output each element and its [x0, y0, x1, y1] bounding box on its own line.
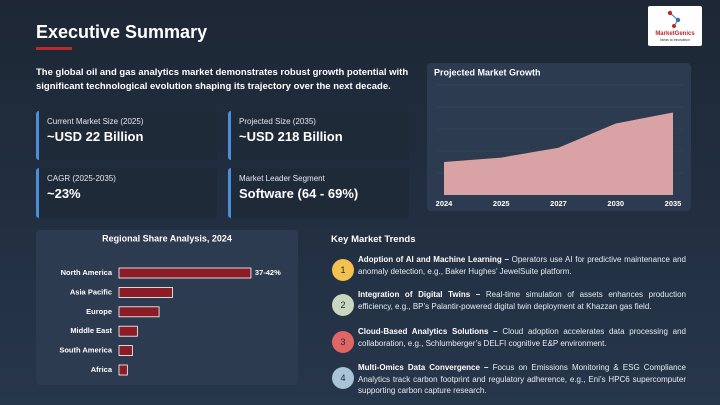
bar — [118, 267, 252, 279]
trend-body: Focus on Emissions Monitoring & ESG Comp… — [358, 363, 687, 395]
x-tick-label: 2025 — [493, 199, 510, 208]
logo-name: MarketGenics — [655, 31, 695, 37]
trend-number: 4 — [332, 367, 354, 389]
bar — [118, 345, 133, 356]
stat-card: CAGR (2025-2035) ~23% — [36, 168, 217, 218]
y-tick-label: Europe — [86, 307, 112, 316]
y-tick-label: Asia Pacific — [70, 287, 112, 296]
trend-title: Multi-Omics Data Convergence – — [358, 363, 489, 372]
value-label: 37-42% — [255, 268, 281, 277]
area — [444, 112, 673, 195]
region-chart: Regional Share Analysis, 2024 North Amer… — [36, 230, 298, 385]
card-value: ~USD 218 Billion — [239, 129, 343, 144]
bar — [118, 287, 173, 298]
trend-body: Cloud adoption accelerates data processi… — [358, 327, 686, 348]
y-tick-label: Middle East — [70, 326, 112, 335]
bar — [118, 364, 128, 376]
bar — [118, 306, 160, 318]
chart-title: Regional Share Analysis, 2024 — [102, 233, 232, 243]
stat-card: Market Leader Segment Software (64 - 69%) — [228, 168, 409, 218]
trend-text: Multi-Omics Data Convergence – Focus on … — [358, 362, 686, 397]
trend-body: Real-time simulation of assets enhances … — [358, 290, 686, 311]
card-value: Software (64 - 69%) — [239, 186, 359, 201]
trend-text: Adoption of AI and Machine Learning – Op… — [358, 254, 686, 277]
card-label: Current Market Size (2025) — [47, 117, 144, 126]
bar — [118, 325, 138, 337]
y-tick-label: Africa — [91, 365, 113, 374]
stat-card: Projected Size (2035) ~USD 218 Billion — [228, 111, 409, 160]
y-tick-label: South America — [59, 346, 112, 355]
trend-title: Integration of Digital Twins – — [358, 290, 481, 299]
y-tick-label: North America — [61, 268, 113, 277]
card-value: ~23% — [47, 186, 81, 201]
logo: MarketGenics Ideas to Innovation — [648, 6, 702, 46]
trend-body: Operators use AI for predictive maintena… — [358, 255, 686, 276]
trend-text: Cloud-Based Analytics Solutions – Cloud … — [358, 326, 686, 349]
trend-title: Adoption of AI and Machine Learning – — [358, 255, 509, 264]
title: Executive Summary — [36, 22, 208, 42]
x-tick-label: 2035 — [665, 199, 682, 208]
x-tick-label: 2027 — [550, 199, 567, 208]
intro: The global oil and gas analytics market … — [36, 67, 409, 92]
chart-title: Projected Market Growth — [434, 67, 541, 77]
card-value: ~USD 22 Billion — [47, 129, 144, 144]
x-tick-label: 2024 — [436, 199, 454, 208]
trend-text: Integration of Digital Twins – Real-time… — [358, 289, 686, 312]
logo-icon — [667, 10, 681, 28]
stat-card: Current Market Size (2025) ~USD 22 Billio… — [36, 111, 217, 160]
card-label: Projected Size (2035) — [239, 117, 316, 126]
card-label: Market Leader Segment — [239, 174, 325, 183]
card-label: CAGR (2025-2035) — [47, 174, 116, 183]
trend-number: 2 — [332, 294, 354, 316]
trend-number: 3 — [332, 331, 354, 353]
trends-title: Key Market Trends — [331, 234, 416, 245]
trend-number: 1 — [332, 259, 354, 281]
x-tick-label: 2030 — [607, 199, 624, 208]
growth-chart: Projected Market Growth 2024 2025 2027 2030… — [427, 63, 691, 211]
trend-title: Cloud-Based Analytics Solutions – — [358, 327, 498, 336]
title-underline — [36, 47, 72, 50]
logo-tagline: Ideas to Innovation — [660, 38, 690, 42]
